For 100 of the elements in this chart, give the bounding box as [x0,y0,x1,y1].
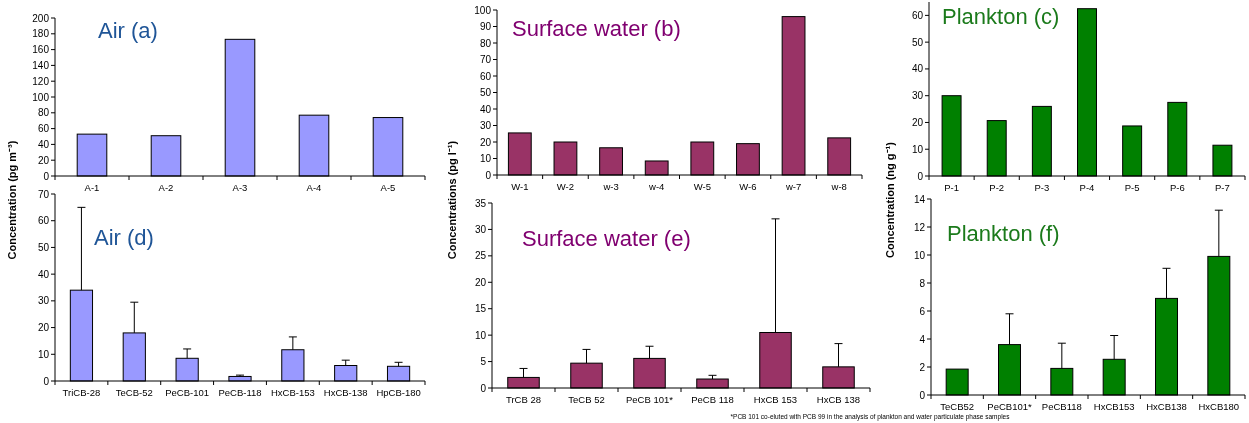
y-tick-label: 15 [474,303,487,315]
y-axis-title: Concentration (pg m⁻³) [6,140,18,260]
y-tick-label: 0 [43,375,50,387]
x-tick-label: HxCB153 [1093,401,1135,412]
y-tick-label: 50 [911,36,924,48]
x-tick-label: w-3 [602,181,619,192]
y-tick-label: 100 [474,4,492,16]
y-tick-label: 90 [479,21,492,32]
x-tick-label: TriCB-28 [62,387,101,398]
y-tick-label: 0 [919,389,926,401]
y-tick-label: 12 [913,221,926,233]
y-tick-label: 40 [37,268,50,280]
y-tick-label: 100 [32,91,50,103]
y-tick-label: 6 [919,305,926,317]
x-tick-label: W-1 [511,181,529,192]
y-tick-label: 0 [485,169,492,181]
y-tick-label: 50 [37,241,50,253]
y-tick-label: 80 [37,107,50,119]
y-tick-label: 20 [911,116,924,128]
y-tick-label: 10 [479,153,492,164]
y-tick-label: 30 [911,90,924,102]
y-tick-label: 50 [479,87,492,98]
y-tick-label: 40 [911,63,924,75]
x-tick-label: PeCB101* [987,401,1032,412]
x-tick-label: TeCB52 [940,401,975,412]
x-tick-label: HxCB180 [1198,401,1240,412]
y-tick-label: 20 [474,276,487,288]
x-tick-label: PeCB-101 [165,387,210,398]
x-tick-label: w-7 [784,181,802,192]
x-tick-label: PeCB118 [1041,401,1082,412]
y-tick-label: 70 [479,54,492,65]
x-tick-label: P-5 [1124,182,1140,193]
text: Air (d) [94,225,154,250]
y-tick-label: 180 [32,28,50,40]
x-tick-label: P-1 [944,182,959,193]
x-tick-label: W-2 [556,181,575,192]
y-tick-label: 60 [37,123,50,135]
chart-title: Surface water (b) [512,16,681,41]
x-tick-label: A-3 [232,182,248,193]
y-tick-label: 0 [917,170,924,182]
y-tick-label: 5 [480,356,487,368]
x-tick-label: w-8 [830,181,847,192]
y-tick-label: 0 [480,382,487,394]
y-axis-title: Concentrations (pg l⁻¹) [446,140,458,260]
text: Plankton (f) [947,221,1060,246]
chart-title: Air (a) [98,18,158,43]
y-tick-label: 25 [474,250,487,262]
x-tick-label: HxCB138 [1146,401,1187,412]
y-tick-label: 60 [479,70,492,82]
x-tick-label: HxCB-153 [270,387,315,398]
x-tick-label: A-4 [306,182,322,193]
y-tick-label: 10 [911,143,924,155]
y-tick-label: 20 [37,322,50,334]
y-tick-label: 200 [32,12,50,24]
x-tick-label: A-2 [158,182,174,193]
y-tick-label: 60 [911,9,924,21]
x-tick-label: P-3 [1034,182,1050,193]
x-tick-label: W-6 [739,181,757,192]
y-tick-label: 4 [919,333,926,345]
y-tick-label: 40 [37,138,50,150]
x-tick-label: TeCB 52 [568,394,605,405]
x-tick-label: A-1 [84,182,100,193]
x-tick-label: P-7 [1215,182,1230,193]
y-tick-label: 10 [37,348,50,360]
x-tick-label: P-2 [989,182,1005,193]
y-tick-label: 40 [479,103,492,115]
y-tick-label: 30 [479,120,492,131]
y-tick-label: 10 [913,249,926,261]
y-tick-label: 60 [37,215,50,227]
x-tick-label: W-5 [693,181,711,192]
y-tick-label: 120 [32,75,50,87]
y-tick-label: 0 [43,170,50,182]
y-tick-label: 30 [474,223,487,235]
y-tick-label: 14 [913,193,926,205]
y-tick-label: 70 [37,188,50,200]
x-tick-label: HpCB-180 [376,387,421,398]
y-axis-title: Concentration (ng g⁻¹) [884,141,896,258]
x-tick-label: P-4 [1079,182,1095,193]
x-tick-label: HxCB 153 [753,394,798,405]
x-tick-label: PeCB-118 [218,387,262,398]
chart-title: Plankton (c) [942,4,1060,29]
y-tick-label: 80 [479,37,492,49]
y-tick-label: 30 [37,295,50,307]
y-tick-label: 10 [474,329,487,341]
x-tick-label: PeCB 101* [625,394,674,405]
y-tick-label: 20 [37,154,50,166]
y-tick-label: 2 [919,361,926,373]
x-tick-label: w-4 [648,181,665,192]
y-tick-label: 140 [32,59,50,71]
x-tick-label: TrCB 28 [505,394,542,405]
x-tick-label: TeCB-52 [115,387,153,398]
x-tick-label: PeCB 118 [691,394,734,405]
y-tick-label: 8 [919,277,926,289]
y-tick-label: 35 [474,197,487,209]
y-tick-label: 20 [479,136,492,148]
x-tick-label: HxCB 138 [816,394,861,405]
y-tick-label: 160 [32,44,50,56]
text: Surface water (e) [522,226,691,251]
x-tick-label: A-5 [380,182,396,193]
x-tick-label: HxCB-138 [323,387,368,398]
